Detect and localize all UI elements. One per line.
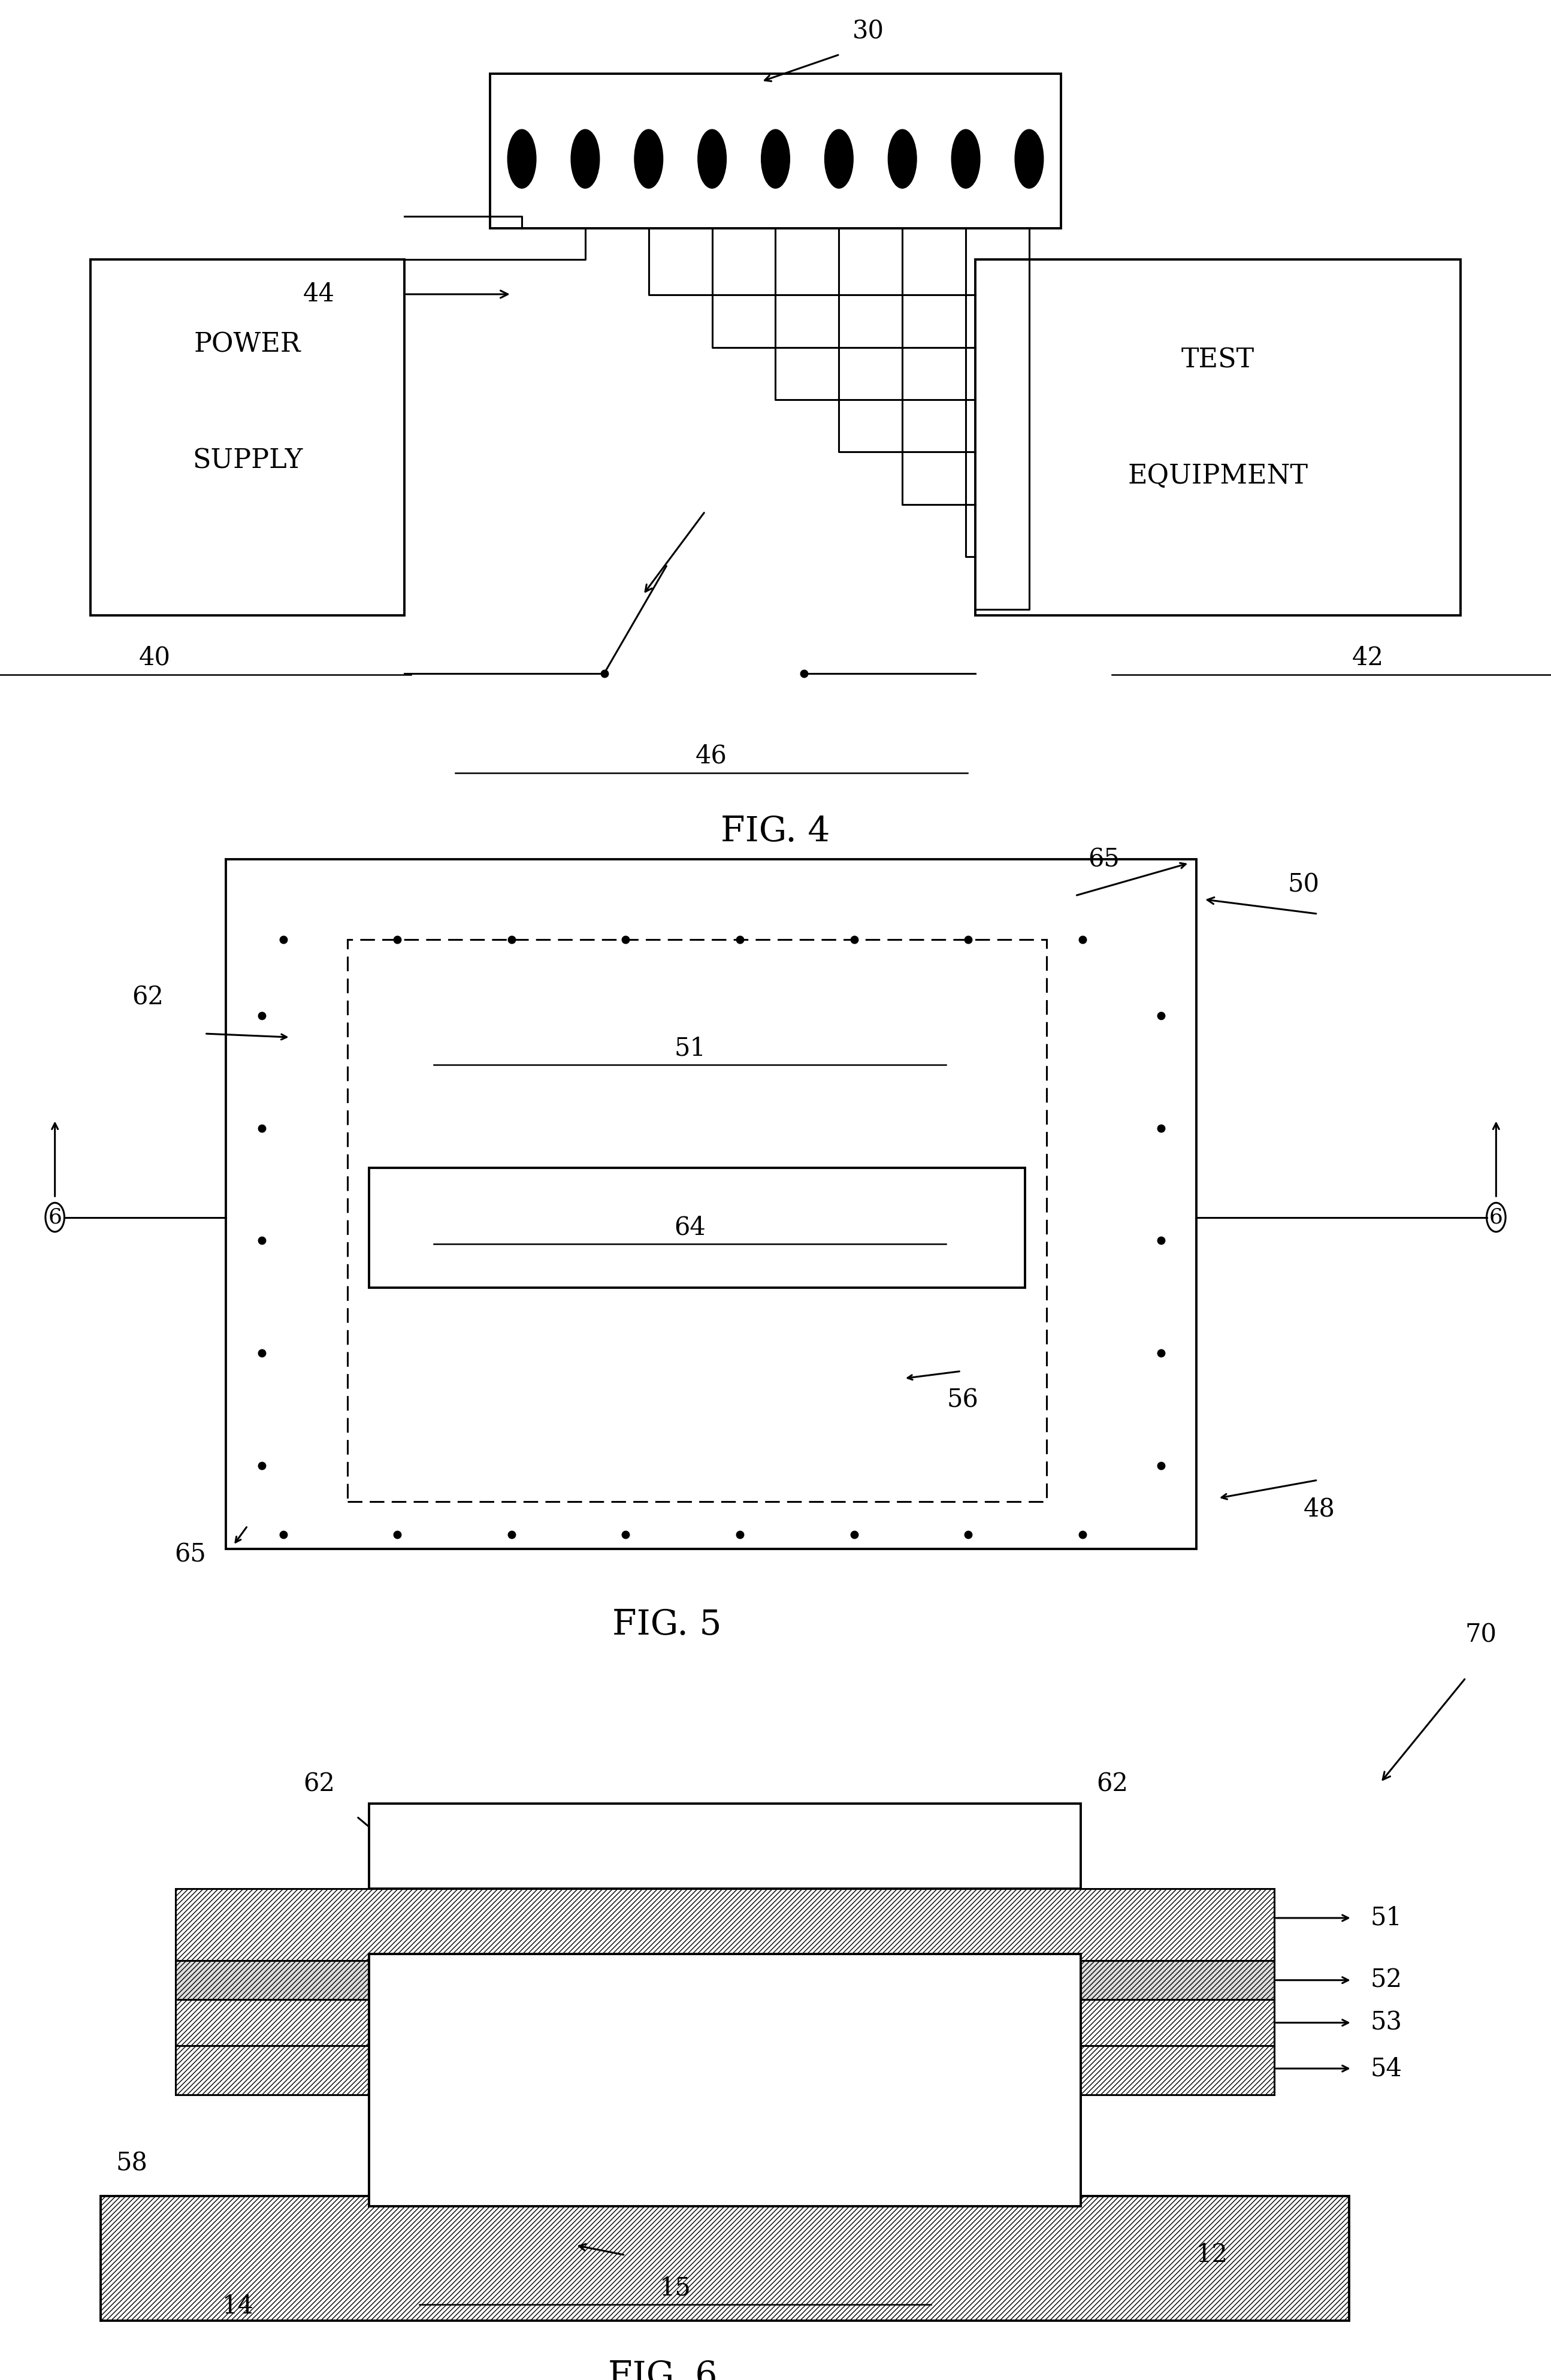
Text: 65: 65 bbox=[1087, 847, 1120, 871]
Bar bbox=[976, 259, 1461, 614]
Text: FIG. 5: FIG. 5 bbox=[613, 1609, 721, 1642]
Text: 51: 51 bbox=[1371, 1906, 1402, 1930]
Bar bbox=[490, 74, 1061, 228]
Text: 62: 62 bbox=[304, 1771, 335, 1797]
Text: 16: 16 bbox=[709, 2063, 741, 2087]
Text: 58: 58 bbox=[116, 2152, 147, 2175]
Text: 14: 14 bbox=[222, 2294, 254, 2318]
Ellipse shape bbox=[571, 129, 600, 188]
Text: 62: 62 bbox=[1097, 1771, 1128, 1797]
Text: 51: 51 bbox=[675, 1035, 706, 1061]
Text: 6: 6 bbox=[48, 1207, 62, 1228]
Ellipse shape bbox=[634, 129, 662, 188]
Text: 15: 15 bbox=[659, 2275, 692, 2301]
Bar bbox=[175, 1961, 1275, 1999]
Bar bbox=[369, 1169, 1025, 1288]
Bar bbox=[226, 859, 1196, 1549]
Text: 46: 46 bbox=[695, 743, 727, 769]
Text: FIG. 6: FIG. 6 bbox=[608, 2359, 717, 2380]
Text: 62: 62 bbox=[132, 985, 163, 1009]
Ellipse shape bbox=[507, 129, 537, 188]
Text: 54: 54 bbox=[1371, 2056, 1402, 2080]
Text: 64: 64 bbox=[675, 1214, 706, 1240]
Ellipse shape bbox=[698, 129, 726, 188]
Bar bbox=[175, 2047, 1275, 2094]
Text: 65: 65 bbox=[175, 1542, 206, 1568]
Text: SUPPLY: SUPPLY bbox=[192, 447, 302, 474]
Text: 12: 12 bbox=[1196, 2242, 1228, 2268]
Text: 70: 70 bbox=[1466, 1623, 1497, 1647]
Ellipse shape bbox=[889, 129, 917, 188]
Text: 16: 16 bbox=[709, 2063, 741, 2087]
Bar bbox=[369, 1954, 1081, 2206]
Text: 30: 30 bbox=[853, 19, 884, 43]
Text: EQUIPMENT: EQUIPMENT bbox=[1128, 464, 1307, 488]
Bar bbox=[369, 1804, 1081, 1890]
Text: 44: 44 bbox=[302, 281, 335, 307]
Ellipse shape bbox=[1014, 129, 1044, 188]
Text: 53: 53 bbox=[1371, 2011, 1402, 2035]
Text: 6: 6 bbox=[1489, 1207, 1503, 1228]
Bar bbox=[369, 1954, 1081, 2206]
Bar bbox=[90, 259, 405, 614]
Ellipse shape bbox=[825, 129, 853, 188]
Text: 56: 56 bbox=[946, 1388, 979, 1414]
Ellipse shape bbox=[951, 129, 980, 188]
Bar bbox=[175, 1890, 1275, 1961]
Text: TEST: TEST bbox=[1182, 347, 1255, 374]
Bar bbox=[175, 1999, 1275, 2047]
Text: 52: 52 bbox=[1371, 1968, 1402, 1992]
Bar bbox=[101, 2197, 1349, 2320]
Text: 50: 50 bbox=[1287, 871, 1320, 897]
Bar bbox=[347, 940, 1047, 1502]
Text: FIG. 4: FIG. 4 bbox=[721, 814, 830, 850]
Text: POWER: POWER bbox=[194, 331, 301, 357]
Text: 42: 42 bbox=[1352, 645, 1383, 671]
Text: 64: 64 bbox=[709, 1833, 741, 1856]
Ellipse shape bbox=[762, 129, 789, 188]
Text: 48: 48 bbox=[1303, 1497, 1335, 1521]
Text: 40: 40 bbox=[140, 645, 171, 671]
